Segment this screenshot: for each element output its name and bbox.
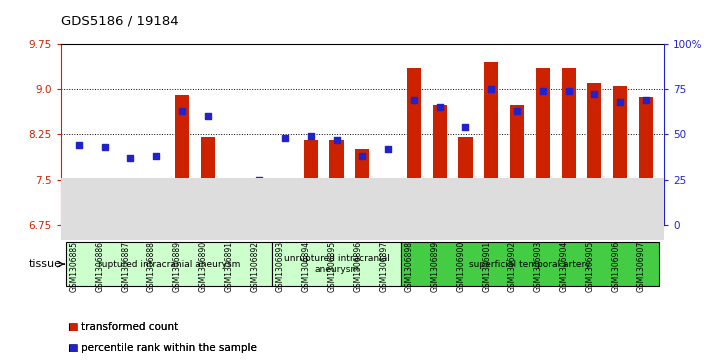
Bar	[252, 217, 266, 225]
Point	[202, 113, 213, 119]
Bar	[272, 242, 401, 286]
Point	[640, 97, 652, 103]
Point	[228, 179, 239, 184]
Bar	[401, 242, 659, 286]
Bar	[71, 180, 86, 225]
Bar	[175, 95, 189, 225]
Text: ■: ■	[68, 343, 78, 354]
Point	[511, 108, 523, 114]
Bar	[356, 150, 369, 225]
Point	[253, 177, 265, 183]
Bar	[226, 218, 241, 225]
Bar	[381, 209, 396, 225]
Point	[615, 99, 626, 105]
Text: tissue: tissue	[29, 259, 61, 269]
Bar	[201, 137, 215, 225]
Text: percentile rank within the sample: percentile rank within the sample	[81, 343, 256, 354]
Point	[434, 104, 446, 110]
Point	[537, 88, 548, 94]
Point	[486, 86, 497, 92]
Point	[460, 124, 471, 130]
Point	[99, 144, 110, 150]
Bar	[407, 68, 421, 225]
Bar	[66, 242, 272, 286]
Bar	[510, 105, 524, 225]
Point	[73, 142, 84, 148]
Text: ■ transformed count: ■ transformed count	[68, 322, 178, 332]
Point	[408, 97, 420, 103]
Point	[151, 153, 162, 159]
Text: ruptured intracranial aneurysm: ruptured intracranial aneurysm	[98, 260, 240, 269]
Point	[563, 88, 574, 94]
Text: GDS5186 / 19184: GDS5186 / 19184	[61, 15, 178, 28]
Point	[305, 133, 316, 139]
Bar	[433, 105, 447, 225]
Point	[588, 91, 600, 97]
Point	[176, 108, 188, 114]
Bar	[536, 68, 550, 225]
Bar	[303, 140, 318, 225]
Text: transformed count: transformed count	[81, 322, 178, 332]
Text: ■ percentile rank within the sample: ■ percentile rank within the sample	[68, 343, 257, 354]
Bar	[97, 181, 111, 225]
Point	[356, 153, 368, 159]
Bar	[588, 83, 601, 225]
Point	[279, 135, 291, 141]
Text: unruptured intracranial
aneurysm: unruptured intracranial aneurysm	[283, 254, 390, 274]
Bar	[613, 86, 628, 225]
Point	[124, 155, 136, 161]
Point	[331, 137, 342, 143]
Bar	[278, 180, 292, 225]
Bar	[329, 140, 343, 225]
Bar	[124, 209, 137, 225]
Text: ■: ■	[68, 322, 78, 332]
Bar	[149, 183, 164, 225]
Point	[383, 146, 394, 152]
Bar	[561, 68, 575, 225]
Bar	[458, 137, 473, 225]
Bar	[484, 62, 498, 225]
Bar	[639, 97, 653, 225]
Text: superficial temporal artery: superficial temporal artery	[469, 260, 590, 269]
